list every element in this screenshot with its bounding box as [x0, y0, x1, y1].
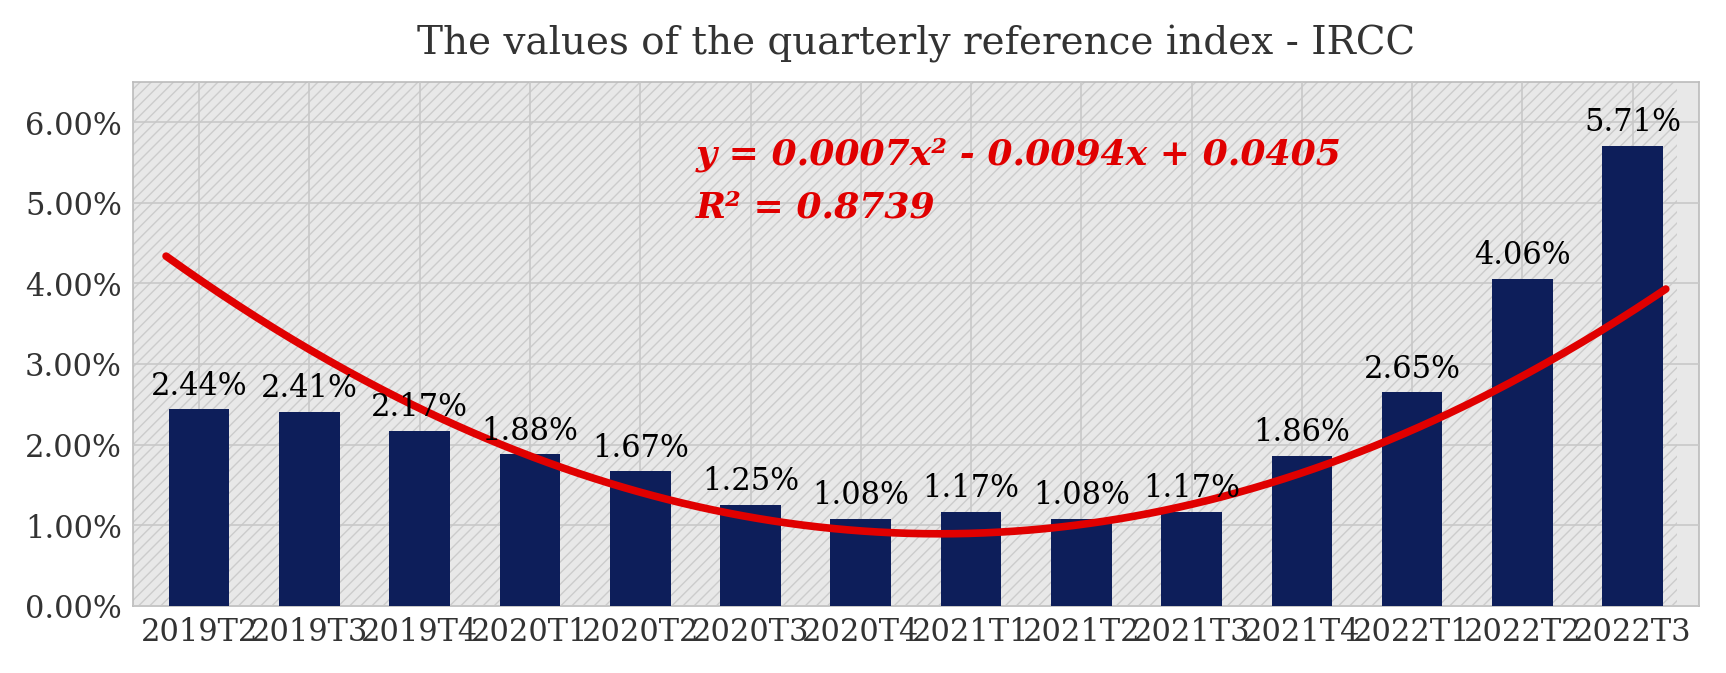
Bar [169, 409, 230, 606]
Text: y = 0.0007x² - 0.0094x + 0.0405: y = 0.0007x² - 0.0094x + 0.0405 [696, 137, 1341, 172]
Text: 1.88%: 1.88% [482, 415, 578, 446]
Text: R² = 0.8739: R² = 0.8739 [696, 190, 935, 224]
Text: 2.65%: 2.65% [1364, 353, 1460, 384]
Bar [1602, 146, 1662, 606]
Text: 2.44%: 2.44% [150, 370, 247, 401]
Bar [499, 454, 561, 606]
Text: 1.86%: 1.86% [1253, 417, 1350, 448]
Bar [609, 471, 670, 606]
Text: 1.17%: 1.17% [1143, 472, 1239, 503]
Bar [720, 505, 780, 606]
Text: 4.06%: 4.06% [1474, 240, 1571, 271]
Text: 1.67%: 1.67% [592, 432, 689, 463]
Bar [390, 431, 450, 606]
Text: 1.17%: 1.17% [922, 472, 1020, 503]
Bar [830, 519, 891, 606]
Title: The values of the quarterly reference index - IRCC: The values of the quarterly reference in… [418, 25, 1415, 63]
Bar [1383, 392, 1443, 606]
Bar [1162, 511, 1222, 606]
Text: 1.08%: 1.08% [813, 480, 910, 511]
Text: 2.41%: 2.41% [261, 373, 357, 404]
Text: 1.08%: 1.08% [1032, 480, 1131, 511]
Bar [280, 412, 340, 606]
Bar [1272, 456, 1332, 606]
Bar [1051, 519, 1112, 606]
Text: 2.17%: 2.17% [371, 392, 468, 423]
Text: 5.71%: 5.71% [1584, 107, 1681, 138]
Bar [1491, 279, 1553, 606]
Bar [941, 511, 1001, 606]
Text: 1.25%: 1.25% [702, 466, 799, 497]
